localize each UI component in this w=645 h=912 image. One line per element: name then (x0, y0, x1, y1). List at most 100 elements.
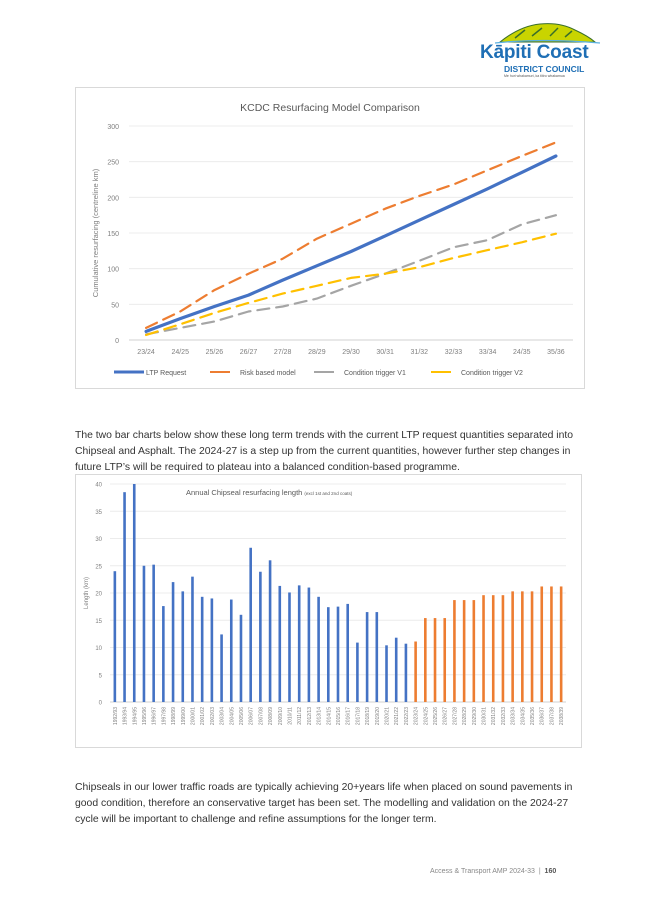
y-tick-label: 50 (111, 302, 119, 309)
bar-chart-svg: 0 5 10 15 20 25 30 35 40 Length (km) Annual Chipse… (84, 483, 566, 725)
y-tick-label: 25 (95, 564, 102, 570)
footer-doc-title: Access & Transport AMP 2024-33 (430, 868, 535, 875)
y-tick-label: 15 (95, 619, 102, 625)
chart-title: KCDC Resurfacing Model Comparison (240, 102, 420, 114)
bar (210, 598, 214, 702)
paragraph-bar-chart-intro: The two bar charts below show these long… (75, 430, 574, 474)
y-tick-label: 0 (99, 701, 103, 707)
y-tick-label: 200 (107, 195, 119, 202)
bar (424, 618, 427, 702)
x-tick-label: 1993/94 (123, 707, 129, 725)
bar (181, 591, 185, 702)
x-tick-label: 26/27 (240, 349, 258, 356)
x-tick-label: 32/33 (445, 349, 463, 356)
x-tick-label: 24/25 (171, 349, 189, 356)
x-tick-label: 2037/38 (549, 707, 555, 725)
bar (540, 586, 544, 702)
footer-separator: | (538, 868, 541, 875)
bar (385, 645, 388, 702)
x-tick-label: 28/29 (308, 349, 326, 356)
chart-title-note: (excl 1st and 2nd coats) (304, 491, 352, 496)
bar (530, 591, 534, 702)
x-tick-label: 1992/93 (113, 707, 119, 725)
chipseal-bar-chart: 0 5 10 15 20 25 30 35 40 Length (km) Annual Chipse… (75, 474, 582, 748)
x-tick-label: 2036/37 (540, 707, 546, 725)
bar (268, 560, 272, 702)
bar (152, 564, 155, 702)
bar (297, 585, 301, 702)
bar (394, 637, 398, 702)
bar (317, 596, 320, 702)
y-axis-label: Cumulative resurfacing (centreline km) (91, 168, 100, 297)
x-tick-label: 2035/36 (530, 707, 536, 725)
y-tick-label: 30 (95, 537, 102, 543)
y-tick-label: 100 (107, 267, 119, 274)
x-tick-label: 2038/39 (559, 707, 565, 725)
legend-label: LTP Request (146, 370, 186, 377)
x-tick-label: 2007/08 (258, 707, 264, 725)
x-tick-label: 2000/01 (190, 707, 196, 725)
x-tick-label: 2027/28 (452, 707, 458, 725)
bar (443, 618, 447, 702)
bar (307, 587, 311, 702)
bar (511, 591, 514, 702)
bar (259, 571, 262, 702)
x-tick-label: 2022/23 (404, 707, 410, 725)
bar (404, 643, 408, 702)
x-tick-label: 24/35 (513, 349, 531, 356)
x-tick-label: 2025/26 (433, 707, 439, 725)
bar (433, 618, 437, 702)
legend-label: Condition trigger V1 (344, 370, 406, 377)
x-tick-label: 2002/03 (210, 707, 216, 725)
x-tick-label: 2030/31 (482, 707, 488, 725)
hills-logo-icon (494, 23, 601, 44)
bar (123, 492, 126, 702)
y-tick-label: 35 (95, 510, 102, 516)
x-tick-label: 2021/22 (394, 707, 400, 725)
x-tick-label: 1996/97 (152, 707, 158, 725)
x-tick-label: 33/34 (479, 349, 497, 356)
y-tick-label: 150 (107, 231, 119, 238)
bar (521, 591, 524, 702)
bar (482, 595, 485, 702)
bar (132, 484, 136, 702)
x-tick-label: 30/31 (376, 349, 394, 356)
bar (414, 641, 417, 702)
bar (288, 592, 291, 702)
y-axis-label: Length (km) (84, 577, 90, 609)
x-tick-label: 31/32 (411, 349, 429, 356)
x-tick-label: 2028/29 (462, 707, 468, 725)
y-tick-label: 5 (99, 673, 103, 679)
y-tick-label: 10 (95, 646, 102, 652)
x-tick-label: 2010/11 (287, 707, 293, 725)
series-line-condition-trigger-v2 (144, 232, 557, 337)
bar (229, 599, 233, 702)
x-tick-label: 2001/02 (200, 707, 206, 725)
x-tick-label: 2011/12 (297, 707, 303, 725)
bar (336, 606, 340, 702)
bar (559, 586, 563, 702)
x-tick-label: 2026/27 (443, 707, 449, 725)
y-tick-label: 300 (107, 124, 119, 131)
x-tick-label: 23/24 (137, 349, 155, 356)
y-tick-label: 250 (107, 160, 119, 167)
x-tick-label: 2006/07 (249, 707, 255, 725)
bar (278, 585, 282, 702)
paragraph-chipseal-life: Chipseals in our lower traffic roads are… (75, 782, 573, 826)
series-line-condition-trigger-v1 (144, 214, 557, 336)
x-tick-label: 2015/16 (336, 707, 342, 725)
bar (491, 595, 495, 702)
logo-name: Kāpiti Coast (480, 42, 589, 63)
x-tick-label: 2024/25 (423, 707, 429, 725)
x-tick-label: 2019/20 (375, 707, 381, 725)
bar (472, 600, 476, 702)
x-tick-label: 2029/30 (472, 707, 478, 725)
x-tick-label: 2003/04 (220, 707, 226, 725)
x-tick-label: 2031/32 (491, 707, 497, 725)
x-tick-label: 2020/21 (385, 707, 391, 725)
series-line-risk-based-model (144, 141, 557, 329)
x-tick-label: 25/26 (206, 349, 224, 356)
page-number: 160 (544, 868, 557, 875)
chart-title: Annual Chipseal resurfacing length (excl… (186, 488, 353, 497)
x-tick-label: 2004/05 (229, 707, 235, 725)
